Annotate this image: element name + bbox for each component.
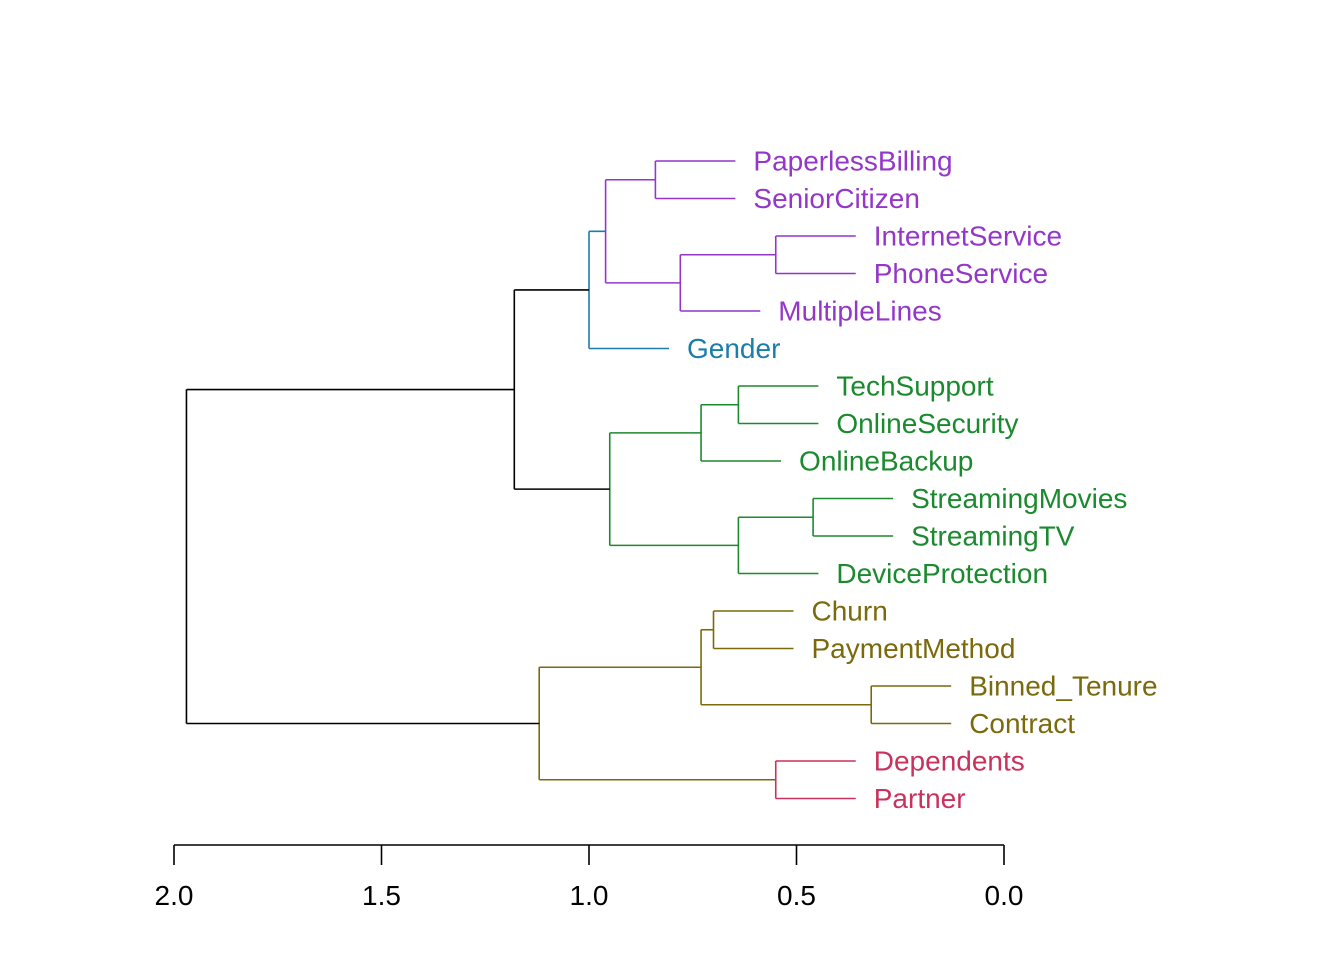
leaf-label-gender: Gender bbox=[687, 333, 780, 364]
x-tick-label: 1.5 bbox=[362, 880, 401, 911]
leaf-label-deviceprotection: DeviceProtection bbox=[836, 558, 1048, 589]
leaf-label-churn: Churn bbox=[812, 596, 888, 627]
leaf-label-multiplelines: MultipleLines bbox=[778, 296, 941, 327]
leaf-label-streamingtv: StreamingTV bbox=[911, 521, 1075, 552]
leaf-label-contract: Contract bbox=[969, 708, 1075, 739]
leaf-label-phoneservice: PhoneService bbox=[874, 258, 1048, 289]
x-axis-ticks: 2.0 1.5 1.0 0.5 0.0 bbox=[155, 845, 1024, 911]
leaf-label-seniorcitizen: SeniorCitizen bbox=[753, 183, 920, 214]
leaf-label-onlinesecurity: OnlineSecurity bbox=[836, 408, 1018, 439]
x-tick-label: 0.5 bbox=[777, 880, 816, 911]
leaf-label-paperlessbilling: PaperlessBilling bbox=[753, 146, 952, 177]
leaf-label-binned_tenure: Binned_Tenure bbox=[969, 671, 1157, 702]
leaf-label-techsupport: TechSupport bbox=[836, 371, 993, 402]
leaf-label-internetservice: InternetService bbox=[874, 221, 1062, 252]
leaf-label-streamingmovies: StreamingMovies bbox=[911, 483, 1127, 514]
leaf-label-partner: Partner bbox=[874, 783, 966, 814]
x-tick-label: 0.0 bbox=[985, 880, 1024, 911]
dendrogram-branches bbox=[185, 160, 952, 800]
leaf-label-onlinebackup: OnlineBackup bbox=[799, 446, 973, 477]
leaf-label-paymentmethod: PaymentMethod bbox=[812, 633, 1016, 664]
x-axis: 2.0 1.5 1.0 0.5 0.0 bbox=[155, 844, 1024, 911]
x-tick-label: 2.0 bbox=[155, 880, 194, 911]
leaf-labels: PaperlessBilling SeniorCitizen InternetSer… bbox=[687, 146, 1158, 815]
leaf-label-dependents: Dependents bbox=[874, 746, 1025, 777]
x-tick-label: 1.0 bbox=[570, 880, 609, 911]
